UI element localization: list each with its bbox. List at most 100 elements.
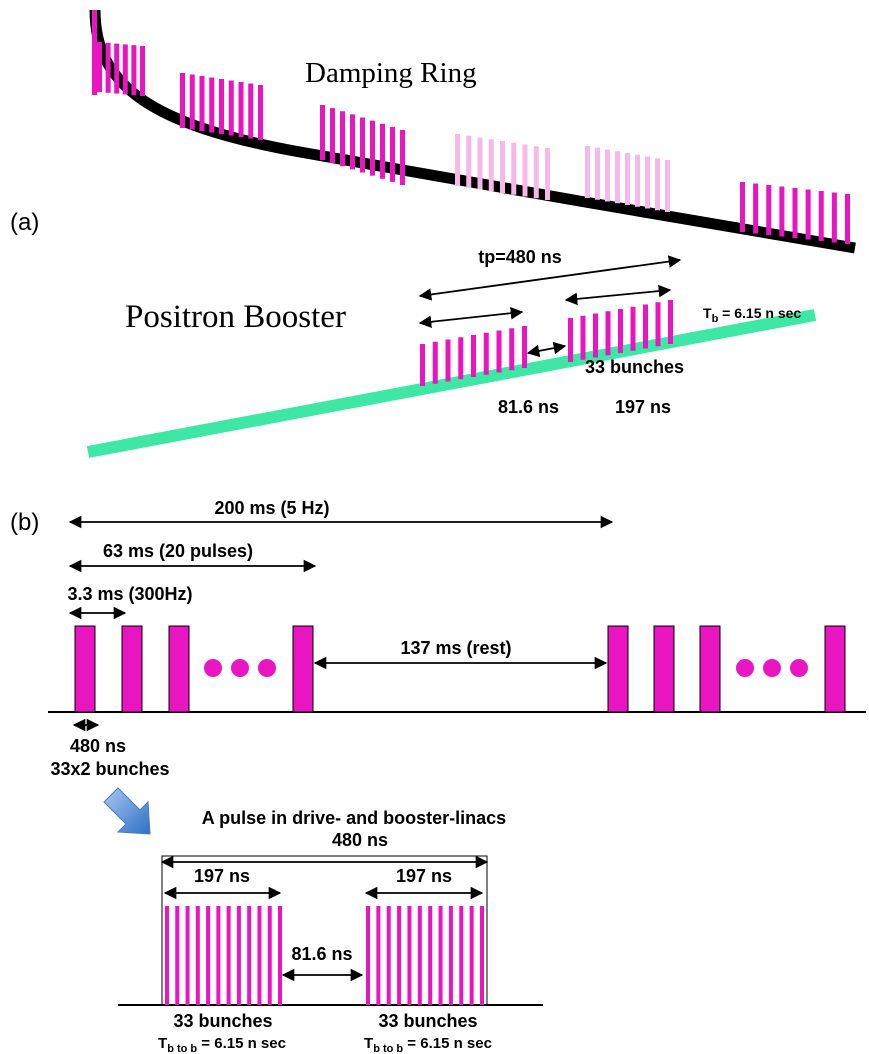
bunch: [471, 335, 476, 377]
tb-subscript: b: [712, 313, 719, 325]
bunch: [420, 344, 425, 386]
bunch: [370, 120, 375, 176]
bunch: [605, 149, 610, 202]
bunch: [459, 906, 464, 1005]
pulse-length: 480 ns: [70, 736, 126, 756]
tb-subscript: b to b: [167, 1043, 197, 1054]
ellipsis-dot: [258, 659, 276, 677]
tb-label: Tb = 6.15 n sec: [703, 305, 801, 325]
bunch: [140, 46, 145, 96]
bunch: [376, 906, 381, 1005]
bunch: [206, 906, 211, 1005]
bunch: [114, 43, 120, 94]
panel-a-label: (a): [10, 209, 39, 236]
bunch: [350, 114, 355, 170]
bunch: [766, 185, 772, 235]
booster-line: [86, 309, 817, 458]
damping-ring-curve: [89, 9, 856, 254]
bunch: [595, 147, 600, 200]
ellipsis-dot: [736, 659, 754, 677]
bunch: [165, 906, 169, 1005]
tb-symbol: T: [158, 1035, 167, 1052]
bunch: [366, 906, 370, 1005]
pulse: [168, 625, 190, 713]
bunch: [522, 144, 528, 197]
blue-arrow: [103, 787, 151, 835]
bunch: [209, 77, 215, 133]
booster-gap: 81.6 ns: [498, 397, 559, 417]
bunch: [779, 186, 785, 237]
rest-label: 137 ms (rest): [400, 638, 511, 658]
bunch: [500, 141, 505, 193]
bunch: [258, 85, 263, 140]
bunch: [445, 339, 451, 382]
ellipsis-dot: [231, 659, 249, 677]
bunch: [483, 332, 489, 375]
burst-label: 63 ms (20 pulses): [103, 541, 253, 561]
bunch: [438, 906, 443, 1005]
detail-gap: 81.6 ns: [291, 944, 352, 964]
bunch: [180, 73, 185, 128]
bunch: [753, 183, 759, 234]
spacing-label: 3.3 ms (300Hz): [67, 584, 192, 604]
bunch: [605, 311, 611, 356]
pulse-bunches: 33x2 bunches: [50, 759, 169, 779]
double-arrow: [564, 284, 672, 306]
bunch: [630, 306, 636, 351]
shapes: [48, 9, 866, 1006]
bunch: [655, 158, 660, 211]
bunch: [330, 108, 335, 164]
bunch: [625, 153, 630, 205]
bunch: [397, 906, 402, 1005]
pulse: [74, 625, 96, 713]
bunch: [417, 906, 422, 1005]
bunch: [655, 302, 661, 347]
bunch: [320, 105, 325, 160]
bunch: [360, 117, 365, 173]
bunch: [643, 304, 648, 349]
booster-bunches: 33 bunches: [585, 357, 684, 377]
bunch: [477, 137, 483, 190]
bunch: [131, 45, 137, 96]
bunch: [533, 146, 539, 199]
bunch: [407, 906, 412, 1005]
detail-title: A pulse in drive- and booster-linacs: [202, 808, 506, 828]
tb-text: = 6.15 n sec: [403, 1035, 492, 1052]
bunch: [792, 188, 798, 238]
bunch: [97, 42, 102, 92]
bunch: [585, 146, 590, 198]
bunch: [432, 341, 438, 384]
bunch: [428, 906, 433, 1005]
tb-text: = 6.15 n sec: [197, 1035, 286, 1052]
bunch: [195, 906, 200, 1005]
ellipsis-dot: [763, 659, 781, 677]
train-tb: Tb to b = 6.15 n sec: [158, 1035, 286, 1054]
bunch: [509, 328, 515, 371]
pulse: [121, 625, 143, 713]
bunch: [390, 126, 395, 182]
bunch: [615, 151, 620, 204]
bunch: [185, 906, 190, 1005]
bunch: [257, 906, 262, 1005]
bunch: [219, 79, 224, 134]
bunch: [805, 189, 811, 240]
bunch: [593, 313, 598, 358]
bunch: [448, 906, 453, 1005]
bunch: [466, 135, 472, 188]
train-bunches: 33 bunches: [173, 1011, 272, 1031]
bunch: [400, 130, 405, 185]
double-arrow: [418, 306, 524, 329]
bunch: [831, 192, 837, 243]
train-bunches: 33 bunches: [378, 1011, 477, 1031]
bunch: [340, 111, 345, 167]
bunch: [818, 191, 824, 241]
bunch: [189, 74, 195, 130]
bunch: [469, 906, 474, 1005]
double-arrow: [526, 341, 567, 358]
booster-label: Positron Booster: [125, 299, 346, 335]
pulse: [607, 625, 629, 713]
bunch: [228, 80, 234, 136]
bunch: [488, 139, 494, 192]
bunch: [386, 906, 391, 1005]
bunch: [568, 318, 573, 362]
